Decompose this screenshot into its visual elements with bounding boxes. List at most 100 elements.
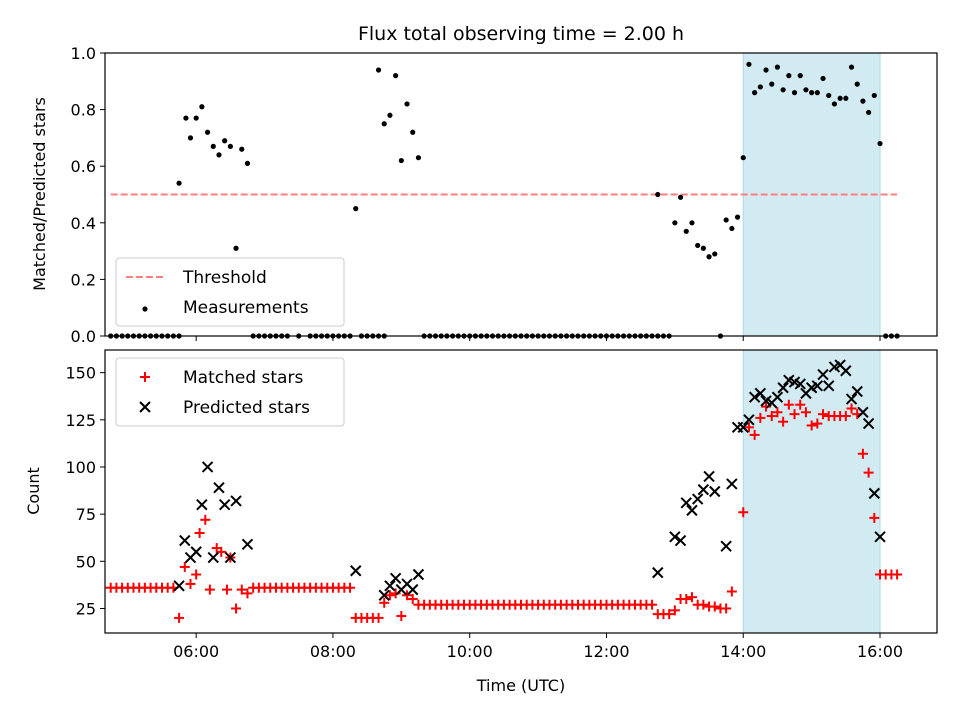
matched-star-point bbox=[204, 584, 215, 595]
measurement-point bbox=[837, 95, 843, 101]
predicted-star-point bbox=[874, 531, 886, 543]
predicted-star-mark bbox=[201, 461, 214, 473]
measurement-point bbox=[222, 138, 228, 144]
matched-star-point bbox=[795, 399, 806, 410]
predicted-star-point bbox=[378, 589, 390, 601]
matched-star-point bbox=[681, 594, 692, 605]
measurement-point bbox=[797, 73, 803, 79]
predicted-star-mark bbox=[726, 478, 738, 490]
matched-star-point bbox=[846, 403, 857, 414]
top-plot-area: 0.0 0.2 0.4 0.6 0.8 1.0 bbox=[71, 44, 938, 346]
measurement-point bbox=[746, 61, 752, 67]
chart-title: Flux total observing time = 2.00 h bbox=[358, 23, 684, 45]
top-legend: Threshold Measurements bbox=[115, 257, 345, 327]
matched-star-point bbox=[402, 590, 413, 601]
matched-star-point bbox=[800, 407, 811, 418]
predicted-star-point bbox=[224, 551, 237, 564]
predicted-star-point bbox=[709, 485, 721, 498]
legend-predicted-mark bbox=[139, 401, 151, 413]
predicted-star-mark bbox=[720, 540, 732, 552]
matched-star-point bbox=[698, 599, 709, 610]
matched-star-point bbox=[345, 582, 356, 593]
matched-star-point bbox=[766, 411, 777, 422]
measurement-point bbox=[216, 152, 222, 158]
predicted-star-mark bbox=[350, 565, 362, 577]
measurement-point bbox=[734, 214, 741, 220]
measurement-point bbox=[415, 155, 422, 161]
predicted-star-mark bbox=[686, 504, 698, 517]
predicted-star-mark bbox=[669, 531, 681, 543]
measurement-point bbox=[752, 90, 758, 96]
plot-frame bbox=[104, 52, 938, 337]
measurement-point bbox=[193, 115, 199, 121]
measurement-point bbox=[689, 220, 695, 226]
predicted-star-point bbox=[179, 534, 191, 547]
predicted-star-mark bbox=[709, 485, 721, 498]
predicted-star-mark bbox=[743, 414, 755, 426]
legend-label: Measurements bbox=[183, 298, 309, 318]
y-tick-label: 0.4 bbox=[71, 214, 96, 233]
predicted-star-point bbox=[862, 417, 875, 430]
measurement-point bbox=[381, 121, 387, 127]
matched-star-point bbox=[664, 609, 675, 620]
predicted-star-point bbox=[669, 531, 681, 543]
legend-label: Threshold bbox=[182, 268, 267, 288]
x-axis-label: Time (UTC) bbox=[476, 676, 565, 695]
measurement-point bbox=[387, 112, 393, 118]
matched-star-point bbox=[407, 594, 418, 605]
matched-star-point bbox=[185, 578, 196, 589]
predicted-star-mark bbox=[407, 583, 419, 596]
measurement-point bbox=[233, 245, 239, 251]
legend-predicted-swatch bbox=[139, 401, 151, 413]
legend-box bbox=[115, 357, 345, 427]
predicted-star-mark bbox=[703, 470, 715, 483]
predicted-star-mark bbox=[207, 551, 219, 564]
predicted-star-mark bbox=[737, 421, 749, 434]
measurement-point bbox=[723, 217, 729, 223]
matched-star-point bbox=[390, 588, 401, 599]
predicted-star-mark bbox=[241, 538, 254, 551]
predicted-star-point bbox=[680, 497, 692, 509]
predicted-star-point bbox=[190, 546, 202, 558]
predicted-star-point bbox=[794, 378, 806, 390]
predicted-star-point bbox=[350, 565, 362, 577]
matched-star-point bbox=[396, 611, 407, 622]
measurement-point bbox=[353, 206, 359, 212]
matched-star-point bbox=[778, 416, 789, 427]
predicted-star-point bbox=[389, 572, 402, 584]
predicted-star-mark bbox=[845, 393, 858, 405]
predicted-star-mark bbox=[218, 498, 231, 511]
predicted-star-mark bbox=[777, 382, 789, 394]
predicted-star-point bbox=[845, 393, 858, 405]
predicted-star-mark bbox=[840, 365, 852, 377]
predicted-star-mark bbox=[401, 578, 413, 590]
predicted-star-mark bbox=[834, 359, 846, 371]
x-tick-label: 08:00 bbox=[310, 642, 356, 661]
measurement-point bbox=[700, 245, 706, 251]
matched-star-point bbox=[174, 612, 185, 623]
measurement-point bbox=[854, 81, 860, 87]
matched-star-point bbox=[738, 507, 749, 518]
matched-star-point bbox=[384, 590, 395, 601]
predicted-star-point bbox=[218, 498, 231, 511]
predicted-star-mark bbox=[680, 497, 692, 509]
predicted-star-mark bbox=[788, 376, 801, 388]
measurement-point bbox=[239, 146, 245, 152]
predicted-star-point bbox=[851, 385, 863, 398]
measurement-point bbox=[769, 81, 775, 87]
matched-star-point bbox=[892, 569, 903, 580]
measurement-point bbox=[831, 101, 838, 107]
predicted-star-point bbox=[703, 470, 715, 483]
matched-star-point bbox=[194, 528, 205, 539]
measurement-point bbox=[826, 92, 832, 99]
measurement-point bbox=[410, 129, 416, 135]
predicted-star-mark bbox=[389, 572, 402, 584]
predicted-star-mark bbox=[179, 534, 191, 547]
measurement-point bbox=[866, 109, 872, 116]
matched-star-point bbox=[863, 467, 874, 478]
predicted-star-point bbox=[823, 380, 835, 392]
predicted-star-point bbox=[726, 478, 738, 490]
predicted-star-point bbox=[691, 493, 704, 505]
matched-star-point bbox=[869, 512, 880, 523]
